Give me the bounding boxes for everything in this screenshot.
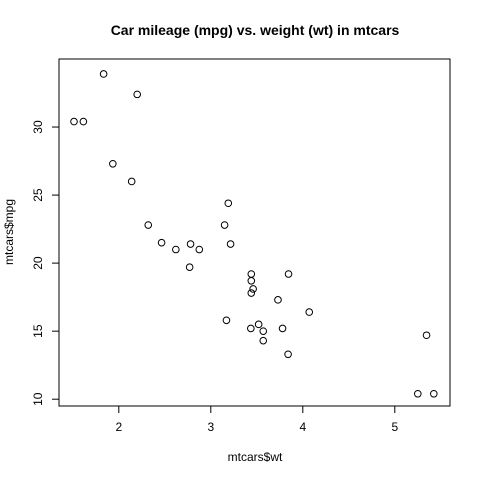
x-tick-label: 4 bbox=[299, 420, 306, 434]
y-tick-label: 20 bbox=[31, 256, 45, 270]
data-point bbox=[79, 117, 88, 126]
data-point bbox=[195, 245, 204, 254]
data-point bbox=[226, 240, 235, 248]
data-point bbox=[249, 285, 257, 293]
data-point bbox=[284, 350, 292, 359]
data-point bbox=[274, 296, 282, 304]
data-point bbox=[305, 308, 314, 316]
data-point bbox=[259, 336, 268, 345]
data-point bbox=[247, 270, 256, 278]
data-point bbox=[422, 331, 431, 340]
chart-title: Car mileage (mpg) vs. weight (wt) in mtc… bbox=[111, 22, 400, 38]
data-point bbox=[254, 320, 263, 329]
plot-frame bbox=[58, 58, 451, 407]
data-point bbox=[144, 221, 153, 229]
data-point bbox=[247, 324, 255, 333]
data-points bbox=[70, 70, 438, 398]
data-point bbox=[127, 177, 136, 186]
x-axis: 2 3 4 5 bbox=[115, 406, 398, 434]
data-point bbox=[222, 316, 231, 325]
data-point bbox=[284, 270, 293, 278]
data-point bbox=[430, 389, 438, 398]
data-point bbox=[157, 238, 166, 247]
data-point bbox=[99, 70, 108, 78]
x-axis-label: mtcars$wt bbox=[228, 450, 283, 464]
data-point bbox=[224, 199, 233, 208]
data-point bbox=[70, 117, 78, 126]
y-tick-label: 10 bbox=[31, 392, 45, 406]
data-point bbox=[220, 221, 229, 229]
data-point bbox=[186, 240, 195, 248]
data-point bbox=[247, 289, 256, 297]
y-axis: 10 15 20 25 30 bbox=[31, 120, 59, 406]
data-point bbox=[172, 245, 180, 254]
y-tick-label: 15 bbox=[31, 324, 45, 338]
x-tick-label: 3 bbox=[207, 420, 214, 434]
y-axis-label: mtcars$mpg bbox=[2, 199, 16, 265]
data-point bbox=[185, 263, 194, 272]
data-point bbox=[414, 389, 422, 398]
data-point bbox=[259, 327, 268, 335]
data-point bbox=[133, 90, 141, 99]
x-tick-label: 5 bbox=[391, 420, 398, 434]
data-point bbox=[109, 159, 117, 168]
y-tick-label: 30 bbox=[31, 120, 45, 134]
x-tick-label: 2 bbox=[115, 420, 122, 434]
data-point bbox=[247, 277, 256, 285]
y-tick-label: 25 bbox=[31, 188, 45, 202]
data-point bbox=[278, 324, 287, 333]
